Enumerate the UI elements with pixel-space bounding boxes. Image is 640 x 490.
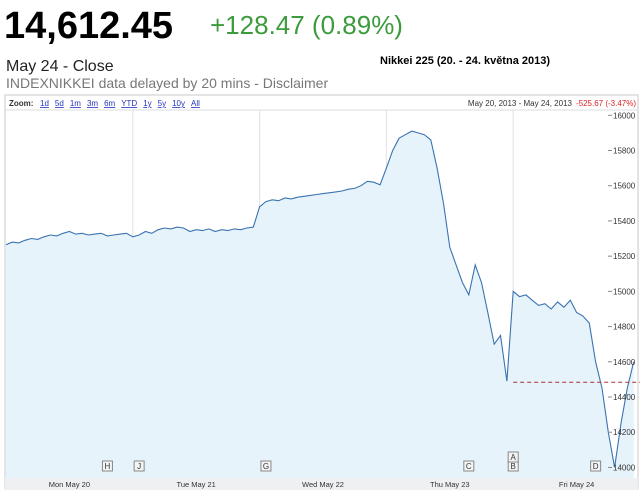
x-tick-label: Tue May 21 bbox=[177, 480, 216, 489]
event-flag-label: B bbox=[511, 462, 516, 471]
event-flag[interactable] bbox=[507, 451, 519, 463]
y-tick-label: 14000 bbox=[613, 463, 636, 472]
zoom-range[interactable]: 10y bbox=[172, 99, 185, 108]
zoom-range[interactable]: 3m bbox=[87, 99, 98, 108]
event-flag-label: C bbox=[466, 462, 472, 471]
x-tick-label: Mon May 20 bbox=[49, 480, 90, 489]
zoom-range[interactable]: YTD bbox=[121, 99, 137, 108]
zoom-label: Zoom: bbox=[9, 99, 33, 108]
event-flag-label: J bbox=[137, 462, 141, 471]
x-tick-label: Thu May 23 bbox=[430, 480, 470, 489]
price-change: +128.47 (0.89%) bbox=[210, 10, 403, 40]
event-flag[interactable] bbox=[260, 460, 272, 472]
close-label: May 24 - Close bbox=[6, 58, 114, 75]
event-flag-label: G bbox=[263, 462, 269, 471]
event-flag-label: A bbox=[511, 453, 517, 462]
source[interactable]: INDEXNIKKEI data delayed by 20 mins - Di… bbox=[6, 75, 328, 91]
y-tick-label: 14200 bbox=[613, 428, 636, 437]
x-tick-label: Fri May 24 bbox=[559, 480, 594, 489]
price: 14,612.45 bbox=[4, 5, 173, 47]
zoom-range[interactable]: 6m bbox=[104, 99, 115, 108]
y-tick-label: 14400 bbox=[613, 393, 636, 402]
event-flag-label: D bbox=[593, 462, 599, 471]
zoom-range[interactable]: All bbox=[191, 99, 200, 108]
x-axis-bar bbox=[5, 478, 638, 490]
price-line bbox=[5, 130, 635, 468]
y-tick-label: 15000 bbox=[613, 287, 636, 296]
event-flag[interactable] bbox=[133, 460, 145, 472]
y-tick-label: 15200 bbox=[613, 252, 636, 261]
zoom-range[interactable]: 1d bbox=[40, 99, 49, 108]
y-tick-label: 14800 bbox=[613, 323, 636, 332]
event-flag[interactable] bbox=[590, 460, 602, 472]
zoom-range[interactable]: 5d bbox=[55, 99, 64, 108]
x-tick-label: Wed May 22 bbox=[302, 480, 344, 489]
event-flag-label: H bbox=[105, 462, 111, 471]
y-tick-label: 15800 bbox=[613, 146, 636, 155]
range-change: -525.67 (-3.47%) bbox=[576, 99, 636, 108]
y-tick-label: 14600 bbox=[613, 358, 636, 367]
area bbox=[6, 131, 634, 478]
zoom-range[interactable]: 5y bbox=[158, 99, 166, 108]
event-flag[interactable] bbox=[101, 460, 113, 472]
zoom-range[interactable]: 1m bbox=[70, 99, 81, 108]
y-tick-label: 16000 bbox=[613, 111, 636, 120]
date-range: May 20, 2013 - May 24, 2013 bbox=[468, 99, 573, 108]
y-tick-label: 15600 bbox=[613, 182, 636, 191]
y-tick-label: 15400 bbox=[613, 217, 636, 226]
zoom-range[interactable]: 1y bbox=[143, 99, 151, 108]
event-flag[interactable] bbox=[463, 460, 475, 472]
caption: Nikkei 225 (20. - 24. května 2013) bbox=[380, 55, 550, 67]
